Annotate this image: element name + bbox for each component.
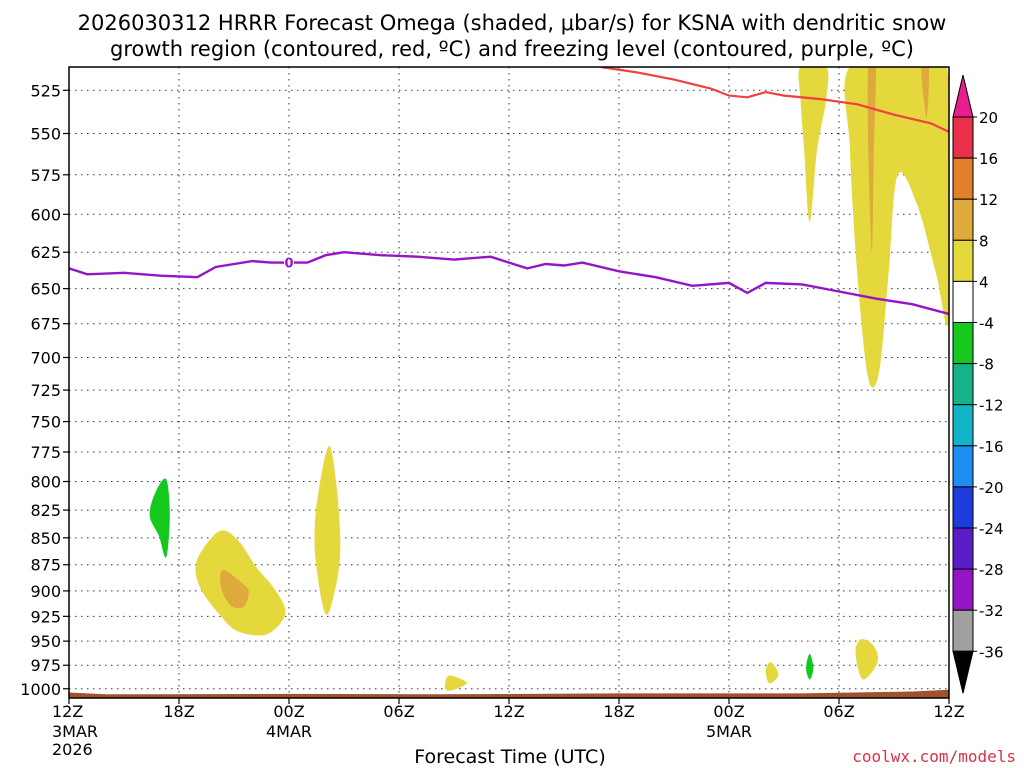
y-tick-label: 1000 (20, 680, 61, 699)
colorbar-swatch (952, 527, 974, 570)
colorbar-label: -8 (979, 356, 994, 374)
colorbar-swatch (952, 239, 974, 282)
y-tick-label: 725 (30, 381, 61, 400)
colorbar-swatch (952, 486, 974, 529)
y-tick-label: 525 (30, 81, 61, 100)
y-tick-label: 925 (30, 607, 61, 626)
y-tick-label: 800 (30, 473, 61, 492)
site-credit: coolwx.com/models (852, 747, 1016, 766)
terrain-strip (69, 689, 949, 698)
omega-region (149, 478, 170, 558)
dendritic-growth-contour-line (600, 67, 949, 133)
terrain-fill (69, 689, 949, 698)
x-tick-label: 5MAR (706, 722, 752, 741)
colorbar-label: -24 (979, 520, 1004, 538)
colorbar-label: -16 (979, 438, 1004, 456)
colorbar-swatch (952, 445, 974, 488)
colorbar-label: 16 (979, 150, 998, 168)
colorbar-swatch (952, 322, 974, 365)
y-axis: 525 550 575 600 625 650 675 700 725 750 775 800 825 8… (20, 81, 69, 699)
y-tick-label: 775 (30, 443, 61, 462)
omega-region (867, 67, 876, 253)
colorbar-label: -32 (979, 602, 1004, 620)
colorbar-top-arrow (952, 74, 974, 118)
y-tick-label: 675 (30, 315, 61, 334)
x-tick-label: 12Z (493, 702, 524, 721)
omega-region (314, 445, 341, 615)
colorbar-swatch (952, 116, 974, 159)
chart-title-line-1: 2026030312 HRRR Forecast Omega (shaded, … (78, 11, 947, 35)
y-tick-label: 750 (30, 413, 61, 432)
x-tick-label: 2026 (52, 740, 93, 759)
freezing-level-contour-line (69, 250, 949, 316)
x-tick-label: 18Z (603, 702, 634, 721)
x-tick-label: 06Z (383, 702, 414, 721)
omega-region (855, 638, 879, 680)
omega-region (765, 662, 779, 684)
omega-region (806, 653, 814, 680)
x-tick-label: 3MAR (52, 722, 98, 741)
colorbar-label: 8 (979, 232, 989, 250)
y-tick-label: 950 (30, 632, 61, 651)
omega-region (445, 675, 467, 691)
colorbar-label: -28 (979, 561, 1004, 579)
plot-frame (68, 66, 950, 699)
colorbar-swatch (952, 157, 974, 200)
colorbar-label: 20 (979, 109, 998, 127)
colorbar-swatch (952, 198, 974, 241)
y-tick-label: 700 (30, 348, 61, 367)
omega-region (798, 67, 829, 222)
colorbar-bottom-arrow (952, 650, 974, 694)
chart-title-line-2: growth region (contoured, red, ºC) and f… (110, 37, 914, 61)
y-tick-label: 550 (30, 124, 61, 143)
colorbar-swatch (952, 280, 974, 323)
y-tick-label: 575 (30, 166, 61, 185)
x-tick-label: 12Z (933, 702, 964, 721)
omega-shading (149, 67, 949, 691)
colorbar-swatch (952, 363, 974, 406)
y-tick-label: 850 (30, 529, 61, 548)
x-tick-label: 18Z (163, 702, 194, 721)
colorbar-label: -12 (979, 397, 1004, 415)
x-axis-title: Forecast Time (UTC) (414, 746, 605, 768)
contour-lines: 0 (69, 67, 949, 316)
x-tick-label: 00Z (713, 702, 744, 721)
colorbar-swatch (952, 404, 974, 447)
omega-region (220, 569, 249, 609)
x-tick-label: 00Z (273, 702, 304, 721)
colorbar-swatch (952, 568, 974, 611)
y-tick-label: 875 (30, 556, 61, 575)
colorbar: 20 16 12 8 4 -4 -8 -12 -16 -20 -24 -28 -32 -36 (952, 74, 1004, 694)
freezing-level-label: 0 (284, 257, 293, 272)
colorbar-label: 12 (979, 191, 998, 209)
omega-region (844, 67, 949, 388)
colorbar-label: 4 (979, 273, 989, 291)
omega-region (921, 67, 930, 118)
x-tick-label: 12Z (52, 702, 83, 721)
colorbar-label: -4 (979, 315, 994, 333)
x-tick-label: 4MAR (266, 722, 312, 741)
colorbar-swatch (952, 609, 974, 652)
contour-label-background (284, 254, 294, 271)
colorbar-label: -36 (979, 643, 1004, 661)
y-tick-label: 975 (30, 656, 61, 675)
grid-lines (68, 67, 950, 698)
x-tick-label: 06Z (823, 702, 854, 721)
colorbar-label: -20 (979, 479, 1004, 497)
y-tick-label: 825 (30, 501, 61, 520)
y-tick-label: 600 (30, 205, 61, 224)
y-tick-label: 625 (30, 243, 61, 262)
y-tick-label: 650 (30, 280, 61, 299)
y-tick-label: 900 (30, 582, 61, 601)
